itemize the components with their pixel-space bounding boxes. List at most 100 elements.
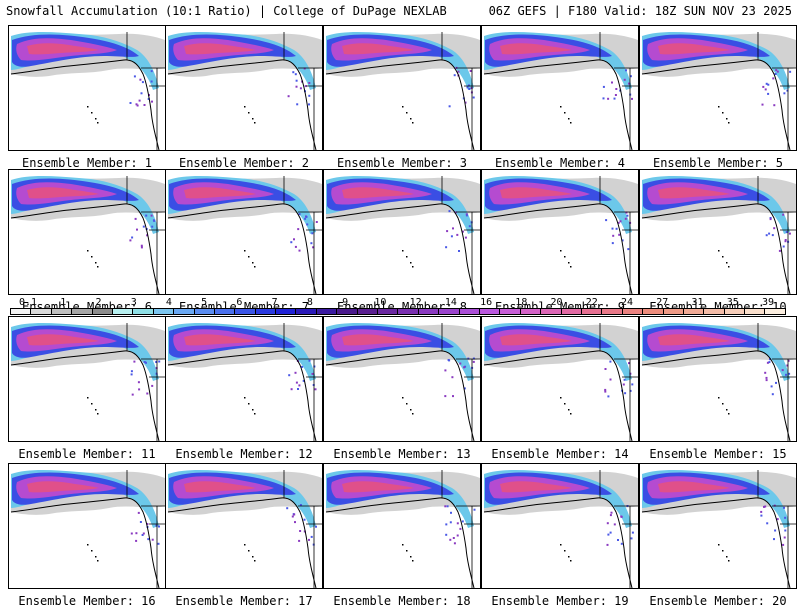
mountain-snow-speck (461, 230, 464, 233)
mountain-snow-speck (151, 384, 154, 387)
map-graphic (641, 176, 796, 294)
snowfall-map (481, 169, 639, 295)
mountain-snow-speck (151, 538, 154, 541)
hawaii-island (412, 266, 414, 268)
mountain-snow-speck (783, 506, 785, 509)
mountain-snow-speck (468, 225, 471, 228)
colorbar-label: 2 (95, 297, 102, 308)
map-graphic (325, 470, 480, 588)
colorbar-label: 39 (761, 297, 775, 308)
mountain-snow-speck (150, 80, 153, 83)
ensemble-member-label: Ensemble Member: 5 (652, 156, 784, 170)
mountain-snow-speck (631, 383, 634, 386)
mountain-snow-speck (445, 246, 448, 249)
snowfall-map (8, 25, 166, 151)
header: Snowfall Accumulation (10:1 Ratio) | Col… (0, 0, 800, 22)
hawaii-island (568, 556, 570, 558)
colorbar-label: 5 (201, 297, 208, 308)
mountain-snow-speck (465, 213, 468, 216)
colorbar-label: 31 (691, 297, 704, 308)
mountain-snow-speck (133, 360, 136, 363)
hawaii-island (95, 409, 97, 411)
mountain-snow-speck (446, 505, 449, 508)
extreme-snow-area (27, 43, 99, 55)
map-graphic (641, 323, 796, 441)
colorbar-swatch (663, 309, 684, 314)
colorbar-label: 0.1 (18, 297, 38, 308)
colorbar-label: 16 (480, 297, 493, 308)
ensemble-panel: Ensemble Member: 8 (323, 169, 481, 320)
ensemble-member-label: Ensemble Member: 2 (178, 156, 310, 170)
ensemble-member-label: Ensemble Member: 19 (491, 594, 629, 608)
hawaii-island (560, 544, 562, 546)
mountain-snow-speck (768, 361, 771, 364)
political-borders (126, 470, 165, 588)
colorbar-swatch (704, 309, 725, 314)
coastline (641, 350, 791, 441)
mountain-snow-speck (465, 214, 468, 217)
colorbar-swatch (255, 309, 277, 314)
mountain-snow-speck (135, 532, 138, 535)
mountain-snow-speck (453, 74, 456, 77)
mountain-snow-speck (615, 88, 618, 90)
hawaii-island (87, 106, 89, 108)
colorbar-swatch (357, 309, 379, 314)
mountain-snow-speck (444, 505, 447, 508)
snowfall-map (323, 316, 481, 442)
hawaii-island (726, 409, 728, 411)
extreme-snow-area (500, 43, 572, 55)
hawaii-island (410, 118, 412, 120)
coastline (325, 59, 475, 150)
ensemble-member-label: Ensemble Member: 11 (18, 447, 156, 461)
mountain-snow-speck (137, 511, 140, 514)
hawaii-island (252, 118, 254, 120)
mountain-snow-speck (305, 215, 308, 218)
colorbar-swatch (51, 309, 73, 314)
mountain-snow-speck (607, 533, 610, 536)
snowfall-map (481, 25, 639, 151)
mountain-snow-speck (296, 103, 299, 106)
ensemble-panel: Ensemble Member: 4 (481, 25, 639, 176)
mountain-snow-speck (147, 538, 150, 541)
mountain-snow-speck (765, 82, 768, 85)
mountain-snow-speck (129, 102, 132, 104)
colorbar-swatch (479, 309, 501, 314)
mountain-snow-speck (772, 77, 775, 80)
mountain-snow-speck (783, 92, 786, 95)
mountain-snow-speck (150, 214, 153, 217)
extreme-snow-area (27, 481, 99, 493)
snowfall-map (639, 463, 797, 589)
map-graphic (641, 32, 796, 150)
mountain-snow-speck (311, 232, 314, 235)
mountain-snow-speck (456, 522, 459, 525)
mountain-snow-speck (286, 507, 289, 510)
mountain-snow-speck (158, 525, 160, 528)
mountain-snow-speck (763, 505, 765, 508)
mountain-snow-speck (312, 246, 315, 249)
mountain-snow-speck (452, 395, 454, 398)
colorbar-swatch (194, 309, 215, 314)
coastline (483, 59, 633, 150)
coastline (641, 497, 791, 588)
mountain-snow-speck (130, 532, 133, 535)
mountain-snow-speck (310, 242, 313, 245)
ensemble-member-label: Ensemble Member: 12 (175, 447, 313, 461)
political-borders (441, 176, 480, 294)
mountain-snow-speck (299, 504, 302, 506)
mountain-snow-speck (153, 219, 156, 222)
colorbar-swatch (439, 309, 460, 314)
colorbar-swatch (418, 309, 440, 314)
mountain-snow-speck (785, 231, 788, 234)
mountain-snow-speck (158, 360, 161, 363)
ensemble-panel: Ensemble Member: 14 (481, 316, 639, 467)
colorbar-label: 1 (60, 297, 67, 308)
mountain-snow-speck (611, 242, 614, 245)
hawaii-island (252, 556, 254, 558)
mountain-snow-speck (468, 88, 471, 90)
mountain-snow-speck (617, 539, 619, 541)
mountain-snow-speck (771, 234, 774, 237)
mountain-snow-speck (298, 213, 301, 216)
hawaii-island (564, 403, 566, 405)
hawaii-island (412, 560, 414, 562)
mountain-snow-speck (295, 85, 298, 88)
